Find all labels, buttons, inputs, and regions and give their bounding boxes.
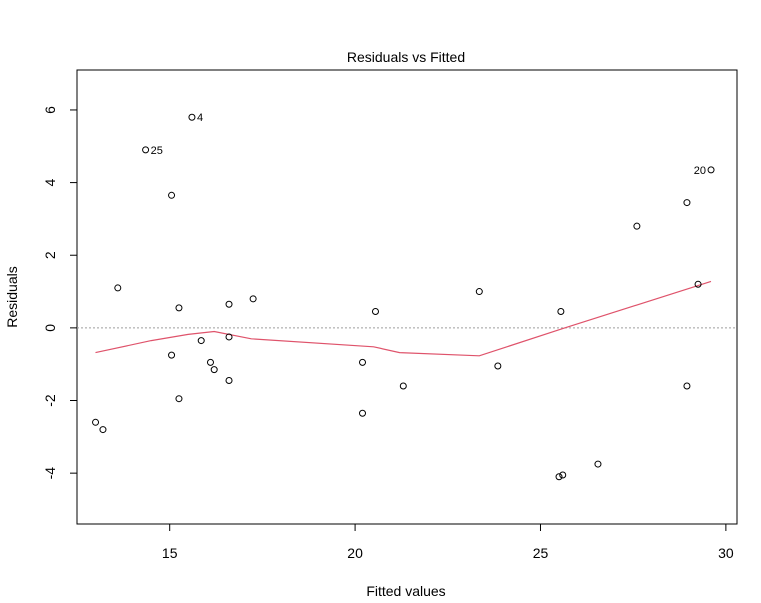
data-point [100, 427, 106, 433]
smooth-curve [96, 281, 712, 355]
data-point [226, 301, 232, 307]
data-points: 25 4 20 [93, 112, 715, 480]
data-point [169, 352, 175, 358]
data-point [211, 367, 217, 373]
y-tick-label: -2 [42, 394, 58, 407]
data-point [189, 114, 195, 120]
axes: 15 20 25 30 -4 -2 0 2 4 6 [42, 106, 734, 561]
data-point [595, 461, 601, 467]
chart-title: Residuals vs Fitted [347, 49, 465, 65]
data-point [360, 359, 366, 365]
x-axis-label: Fitted values [366, 583, 445, 599]
y-tick-label: 4 [42, 178, 58, 186]
smooth-line [96, 281, 712, 355]
x-tick-label: 25 [533, 545, 549, 561]
x-tick-label: 30 [718, 545, 734, 561]
y-tick-label: 0 [42, 324, 58, 332]
data-point [400, 383, 406, 389]
data-point [169, 192, 175, 198]
y-axis-label: Residuals [4, 266, 20, 327]
point-label: 4 [197, 112, 203, 124]
data-point [198, 338, 204, 344]
data-point [495, 363, 501, 369]
data-point [176, 305, 182, 311]
y-tick-label: 6 [42, 106, 58, 114]
y-tick-label: -4 [42, 467, 58, 480]
data-point [684, 383, 690, 389]
data-point [226, 378, 232, 384]
data-point [250, 296, 256, 302]
data-point [143, 147, 149, 153]
data-point [176, 396, 182, 402]
data-point [558, 309, 564, 315]
data-point [634, 223, 640, 229]
data-point [684, 200, 690, 206]
data-point [360, 410, 366, 416]
data-point [372, 309, 378, 315]
point-label: 25 [151, 145, 163, 157]
data-point [93, 419, 99, 425]
data-point [476, 289, 482, 295]
data-point [560, 472, 566, 478]
point-label: 20 [694, 165, 706, 177]
plot-frame [77, 70, 737, 524]
data-point [115, 285, 121, 291]
data-point [708, 167, 714, 173]
x-tick-label: 15 [162, 545, 178, 561]
x-tick-label: 20 [347, 545, 363, 561]
data-point [556, 474, 562, 480]
data-point [207, 359, 213, 365]
y-tick-label: 2 [42, 251, 58, 259]
